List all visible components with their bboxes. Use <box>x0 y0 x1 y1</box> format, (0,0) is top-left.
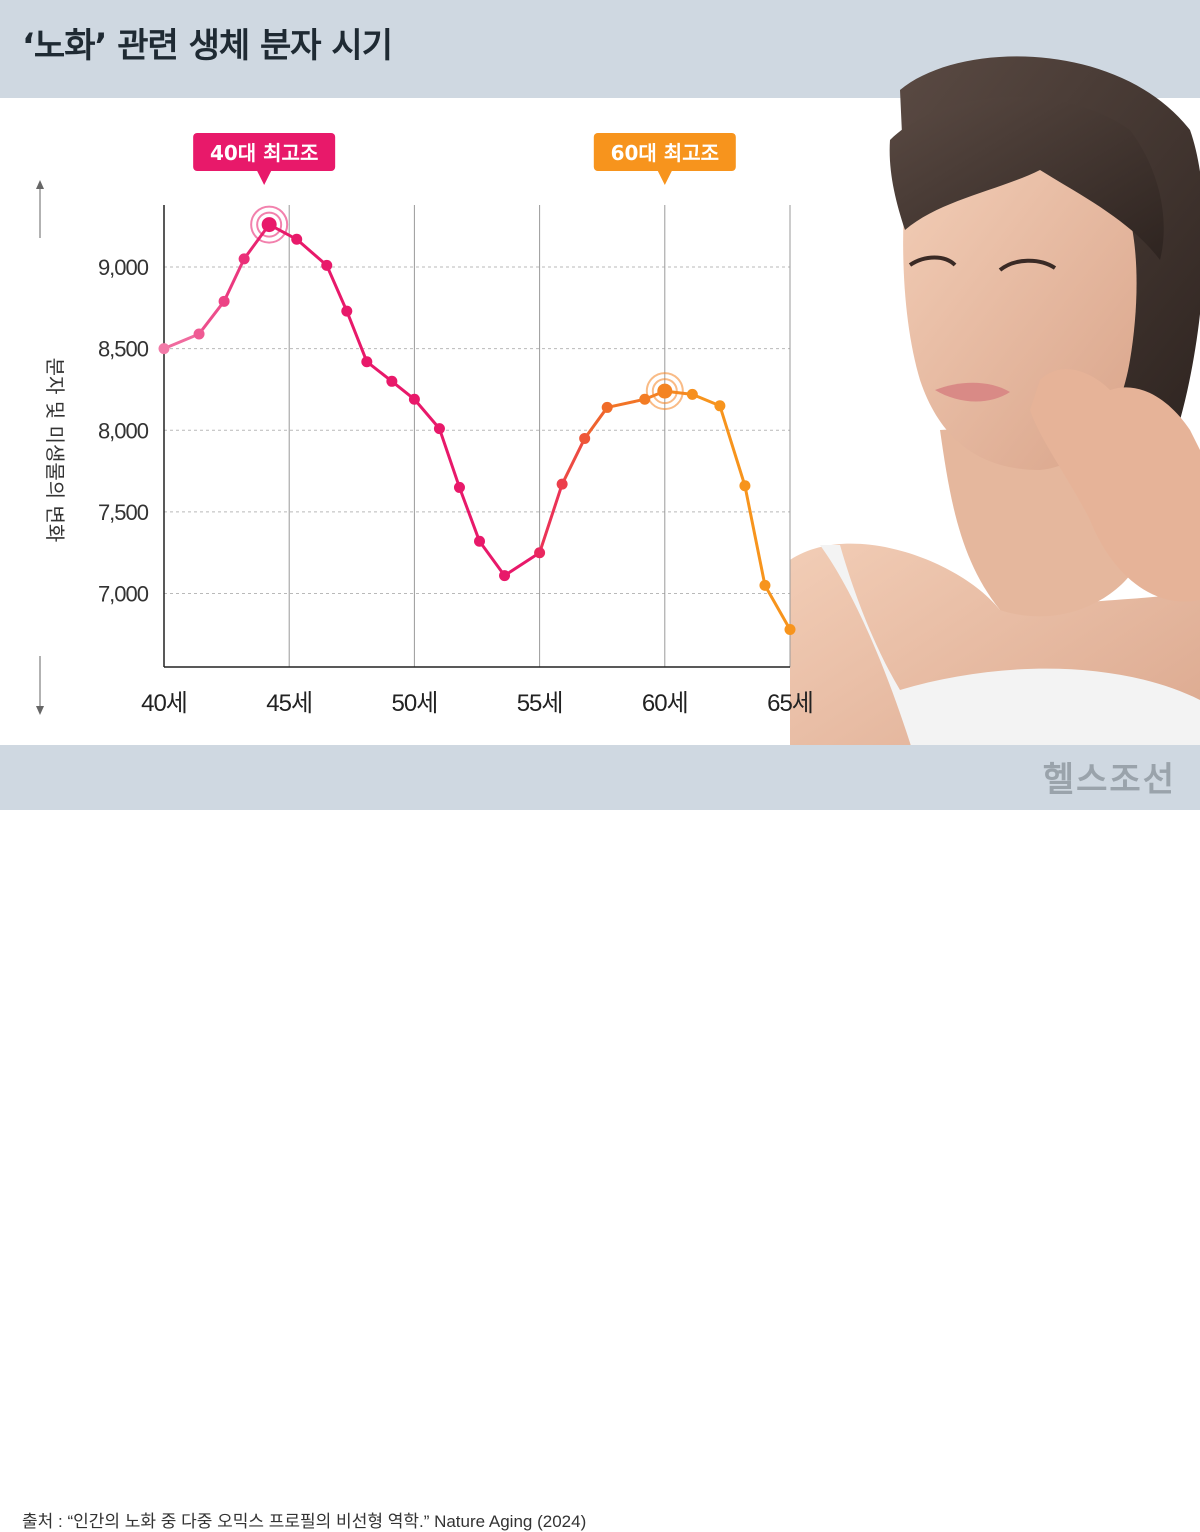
series-line <box>162 223 792 631</box>
data-point <box>556 478 568 490</box>
y-tick-label: 8,500 <box>98 337 149 362</box>
data-point <box>341 305 353 317</box>
data-point <box>193 328 205 340</box>
line-chart: 9,000 8,500 8,000 7,500 7,000 40세 45세 50세 55세 60… <box>36 133 814 717</box>
data-point <box>433 423 445 435</box>
line-segment <box>162 332 201 351</box>
data-point <box>291 233 303 245</box>
y-tick-label: 7,000 <box>98 582 149 607</box>
data-point <box>714 400 726 412</box>
line-segment <box>538 482 564 555</box>
callout-pointer <box>657 171 672 185</box>
data-point <box>453 481 465 493</box>
x-tick-label: 60세 <box>642 690 688 717</box>
data-point <box>579 432 591 444</box>
peak-ring <box>250 205 289 244</box>
footer-band: 출처 : “인간의 노화 중 다중 오믹스 프로필의 비선형 역학.” Natu… <box>0 745 1200 1531</box>
header-band: ‘노화’ 관련 생체 분자 시기 <box>0 0 1200 98</box>
x-tick-labels: 40세 45세 50세 55세 60세 65세 <box>141 690 814 717</box>
y-tick-label: 9,000 <box>98 255 149 280</box>
x-tick-label: 65세 <box>767 690 813 717</box>
brand-logo: 헬스조선 <box>1042 760 1176 800</box>
data-point <box>686 388 698 400</box>
data-point <box>534 547 546 559</box>
x-tick-label: 50세 <box>392 690 438 717</box>
callout-box <box>593 133 736 171</box>
peak-ring <box>645 372 684 411</box>
callouts: 40대 최고조 60대 최고조 <box>193 133 736 185</box>
data-point <box>321 259 333 271</box>
data-point <box>639 393 651 405</box>
line-segment <box>503 551 542 578</box>
peak-ring <box>256 211 283 238</box>
line-segment <box>457 485 482 543</box>
data-point <box>238 253 250 265</box>
x-tick-label: 40세 <box>141 690 187 717</box>
line-segment <box>583 405 609 440</box>
y-axis-label: 분자 및 미생물의 변화 <box>43 358 67 543</box>
line-segment <box>197 299 226 336</box>
peak-markers <box>250 205 684 411</box>
data-point <box>408 393 420 405</box>
data-point <box>601 401 613 413</box>
data-point <box>657 383 673 399</box>
x-tick-label: 55세 <box>517 690 563 717</box>
callout-box <box>193 133 336 171</box>
line-segment <box>437 427 461 489</box>
axes <box>163 205 790 668</box>
line-segment <box>560 436 587 486</box>
data-point <box>361 356 373 368</box>
line-segment <box>295 237 329 267</box>
line-segment <box>605 397 647 409</box>
data-point <box>499 570 511 582</box>
arrow-up-icon <box>36 180 44 189</box>
callout-label: 40대 최고조 <box>210 141 318 165</box>
data-point <box>739 480 751 492</box>
chart-title: ‘노화’ 관련 생체 분자 시기 <box>22 26 393 66</box>
line-segment <box>412 397 441 431</box>
grid <box>164 205 791 667</box>
data-point <box>218 295 230 307</box>
line-segment <box>325 263 349 313</box>
y-tick-labels: 9,000 8,500 8,000 7,500 7,000 <box>98 255 150 607</box>
y-tick-label: 7,500 <box>98 500 149 525</box>
data-point <box>759 579 771 591</box>
data-point <box>261 217 277 233</box>
callout-label: 60대 최고조 <box>611 141 719 165</box>
line-segment <box>718 404 747 488</box>
line-segment <box>222 257 246 303</box>
data-point <box>158 343 170 355</box>
y-axis-label-group: 분자 및 미생물의 변화 <box>36 180 67 715</box>
callout-60s: 60대 최고조 <box>593 133 736 185</box>
data-point <box>386 375 398 387</box>
arrow-down-icon <box>36 706 44 715</box>
data-point <box>784 623 796 635</box>
peak-ring <box>651 378 678 405</box>
line-segment <box>345 309 369 364</box>
line-segment <box>478 539 507 578</box>
callout-40s: 40대 최고조 <box>193 133 336 185</box>
line-segment <box>743 484 767 587</box>
data-points <box>158 217 796 635</box>
x-tick-label: 45세 <box>266 690 312 717</box>
y-tick-label: 8,000 <box>98 418 149 443</box>
source-note: 출처 : “인간의 노화 중 다중 오믹스 프로필의 비선형 역학.” Natu… <box>22 1512 587 1531</box>
callout-pointer <box>257 171 272 185</box>
data-point <box>474 535 486 547</box>
line-segment <box>763 583 792 631</box>
